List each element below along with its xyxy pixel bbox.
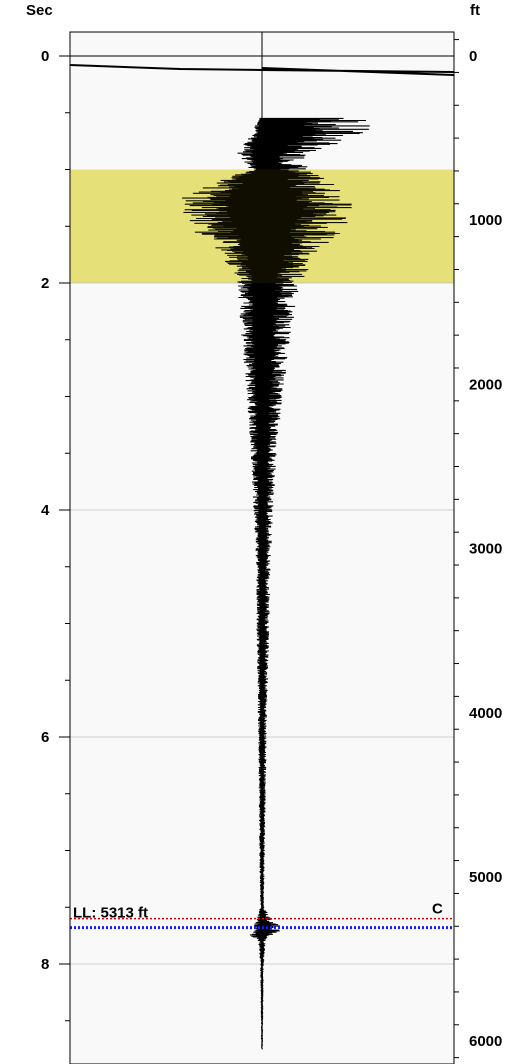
right-tick-label: 2000 — [469, 376, 502, 393]
left-tick-label: 4 — [41, 502, 50, 519]
left-tick-label: 0 — [41, 48, 49, 65]
band-tint — [70, 169, 454, 283]
right-tick-label: 1000 — [469, 212, 502, 229]
marker-label: LL: 5313 ft — [73, 905, 148, 922]
right-axis-label: ft — [470, 2, 480, 19]
left-axis-label: Sec — [26, 2, 53, 19]
right-tick-label: 0 — [469, 48, 477, 65]
right-tick-label: 3000 — [469, 541, 502, 558]
first-break-trace — [69, 64, 455, 76]
right-tick-label: 6000 — [469, 1033, 502, 1050]
marker-label: C — [432, 901, 443, 918]
right-tick-label: 4000 — [469, 705, 502, 722]
left-tick-label: 2 — [41, 275, 49, 292]
right-tick-label: 5000 — [469, 869, 502, 886]
trace-wiggle — [182, 117, 370, 1050]
left-tick-label: 8 — [41, 956, 49, 973]
left-tick-label: 6 — [41, 729, 49, 746]
